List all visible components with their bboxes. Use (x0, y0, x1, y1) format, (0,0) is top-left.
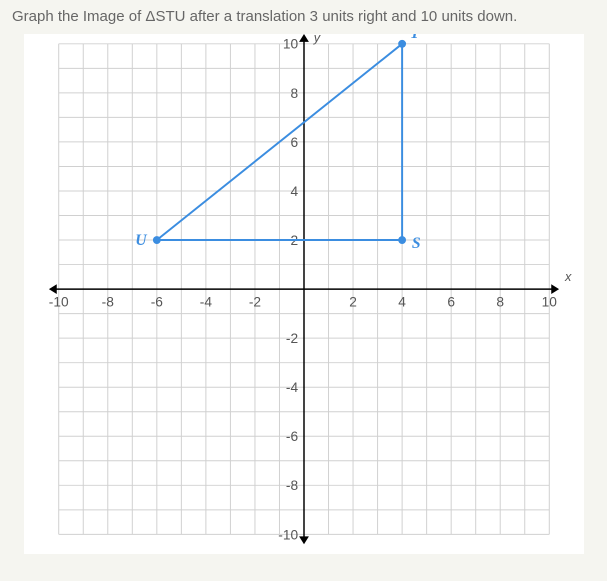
x-tick: -2 (248, 295, 260, 310)
axes: xy (48, 34, 571, 544)
vertex-s (398, 236, 406, 244)
triangle-stu: U S T (135, 34, 421, 252)
vertex-label-t: T (409, 34, 420, 42)
y-tick: 8 (290, 86, 298, 101)
vertex-t (398, 40, 406, 48)
y-tick: -2 (285, 331, 297, 346)
x-tick: -6 (150, 295, 163, 310)
vertex-label-s: S (411, 235, 420, 252)
y-tick: 10 (282, 37, 298, 52)
coordinate-plane[interactable]: xy -10-8-6-4-2246810-10-8-6-4-2246810 US… (24, 34, 584, 554)
x-tick: -4 (199, 295, 212, 310)
vertex-label-u: U (135, 232, 147, 249)
y-axis-label: y (312, 34, 321, 45)
x-tick: 2 (349, 295, 357, 310)
x-tick: 4 (398, 295, 406, 310)
x-tick: 6 (447, 295, 455, 310)
instruction-suffix: after a translation 3 units right and 10… (185, 8, 517, 25)
x-tick: 10 (541, 295, 557, 310)
y-tick: -4 (285, 380, 298, 395)
y-tick: -10 (278, 527, 298, 542)
vertex-u (152, 236, 160, 244)
instruction-text: Graph the Image of ΔSTU after a translat… (0, 0, 607, 29)
x-tick: -8 (101, 295, 114, 310)
graph-svg: xy -10-8-6-4-2246810-10-8-6-4-2246810 US… (24, 34, 584, 554)
instruction-triangle: ΔSTU (145, 8, 185, 25)
x-tick: -10 (48, 295, 68, 310)
instruction-prefix: Graph the Image of (12, 8, 145, 25)
y-tick: -6 (285, 429, 298, 444)
x-tick: 8 (496, 295, 504, 310)
y-tick: 4 (290, 184, 298, 199)
y-tick: 6 (290, 135, 298, 150)
x-axis-label: x (563, 269, 571, 284)
y-tick: -8 (285, 478, 298, 493)
